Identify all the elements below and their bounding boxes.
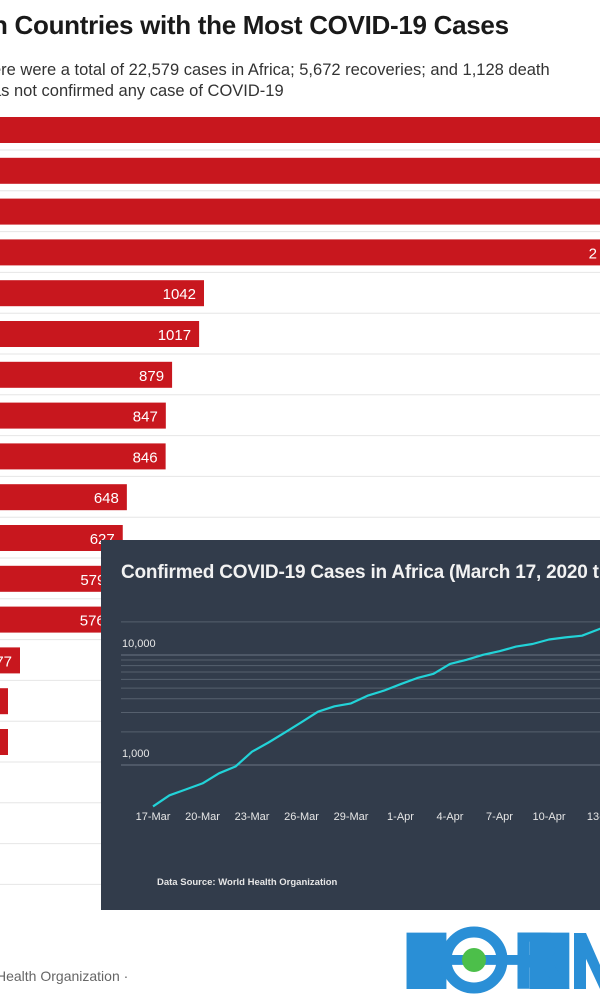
bar: [0, 157, 600, 184]
bar: [0, 647, 20, 674]
svg-text:R: R: [512, 925, 571, 995]
logo-o-mark: [440, 926, 508, 994]
bar-value-label: 879: [139, 368, 164, 385]
bar-value-label: 77: [0, 653, 12, 670]
bar: [0, 402, 166, 429]
bar-value-label: 579: [80, 572, 105, 589]
inset-x-tick: 7-Apr: [486, 811, 513, 823]
inset-x-tick: 4-Apr: [437, 811, 464, 823]
inset-x-tick: 13-A: [587, 811, 600, 823]
bar: [0, 117, 600, 143]
bar: [0, 688, 8, 715]
inset-y-tick: 10,000: [122, 638, 156, 650]
inset-x-tick: 23-Mar: [235, 811, 270, 823]
inset-chart-title: Confirmed COVID-19 Cases in Africa (Marc…: [121, 562, 599, 583]
bar: [0, 280, 204, 307]
bar-value-label: 648: [94, 490, 119, 507]
inset-chart-plot: 1,000 10,000 17-Mar 20-Mar 23-Mar 26-Mar 29-Ma…: [121, 621, 600, 823]
inset-line-chart: 1,000 10,000 17-Mar 20-Mar 23-Mar 26-Mar 29-Ma…: [101, 540, 600, 910]
inset-x-tick: 20-Mar: [185, 811, 220, 823]
bar: [0, 606, 113, 633]
inset-x-tick: 29-Mar: [334, 811, 369, 823]
bar: [0, 565, 114, 592]
chart-title: n Countries with the Most COVID-19 Cases: [0, 10, 509, 40]
inset-data-source: Data Source: World Health Organization: [157, 877, 338, 888]
inset-y-tick: 1,000: [122, 748, 150, 760]
inset-x-tick: 1-Apr: [387, 811, 414, 823]
bar: [0, 361, 173, 388]
bar-value-label: 846: [133, 449, 158, 466]
bar-value-label: 847: [133, 409, 158, 426]
chart-subtitle: ere were a total of 22,579 cases in Afri…: [0, 60, 550, 102]
bar: [0, 484, 127, 511]
bar-value-label: 576: [80, 613, 105, 630]
inset-x-tick: 10-Apr: [532, 811, 565, 823]
bar: [0, 729, 8, 755]
bar: [0, 239, 600, 266]
footer-source: Health Organization ·: [0, 968, 129, 984]
inset-series-line: [152, 627, 600, 808]
inset-x-tick: 17-Mar: [136, 811, 171, 823]
bar: [0, 198, 600, 225]
subtitle-line-1: ere were a total of 22,579 cases in Afri…: [0, 61, 550, 79]
bar-value-label: 1017: [158, 327, 191, 344]
inset-x-tick: 26-Mar: [284, 811, 319, 823]
bar-value-label: 2: [589, 245, 597, 262]
bar: [0, 443, 166, 470]
bar: [0, 321, 200, 347]
subtitle-line-2: as not confirmed any case of COVID-19: [0, 82, 284, 100]
bar-value-label: 1042: [163, 286, 196, 303]
horn-logo: H R: [388, 925, 600, 995]
